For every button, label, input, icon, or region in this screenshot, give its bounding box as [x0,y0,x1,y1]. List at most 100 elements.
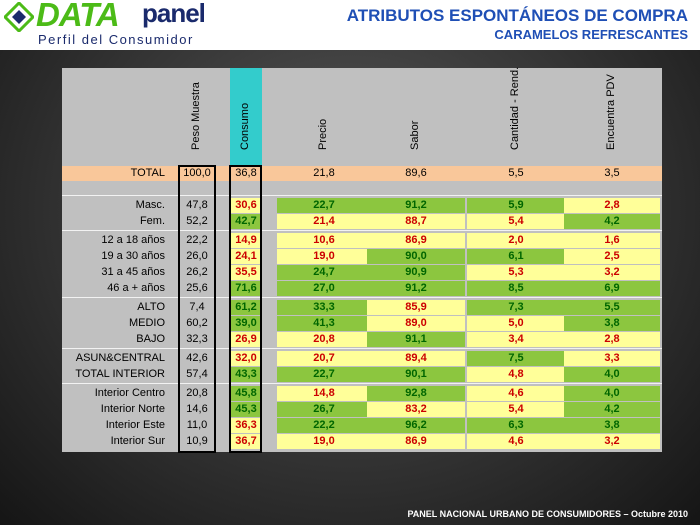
value-cell: 32,0 [230,351,262,366]
value-cell: 57,4 [186,368,208,380]
row-label: Interior Sur [110,435,165,447]
value-cell: 25,6 [186,282,208,294]
group-separator [62,195,662,196]
value-cell: 21,8 [313,167,335,179]
value-cell: 4,6 [467,434,565,449]
value-cell: 4,6 [467,386,565,401]
column-header-label: Precio [317,118,329,150]
row-label: ALTO [137,301,165,313]
value-cell: 96,2 [367,418,465,433]
table-row: ASUN&CENTRAL 42,6 32,0 20,7 89,4 7,5 3,3 [62,351,662,366]
table-row: Fem. 52,2 42,7 21,4 88,7 5,4 4,2 [62,214,662,229]
value-cell: 5,4 [467,402,565,417]
column-header-label: Peso Muestra [190,82,202,150]
value-cell: 10,6 [277,233,371,248]
header: DATA panel Perfil del Consumidor ATRIBUT… [0,0,700,50]
value-cell: 22,7 [277,367,371,382]
table-row: MEDIO 60,2 39,0 41,3 89,0 5,0 3,8 [62,316,662,331]
column-header-consumo: Consumo [230,68,262,166]
column-header-precio: Precio [277,68,371,166]
value-cell: 14,6 [186,403,208,415]
value-cell: 91,2 [367,281,465,296]
value-cell: 5,3 [467,265,565,280]
value-cell: 45,8 [230,386,262,401]
value-cell: 14,8 [277,386,371,401]
value-cell: 36,3 [230,418,262,433]
value-cell: 3,4 [467,332,565,347]
page-title: ATRIBUTOS ESPONTÁNEOS DE COMPRA [346,6,688,25]
value-cell: 21,4 [277,214,371,229]
logo-panel-text: panel [142,0,206,28]
column-header-label: Encuentra PDV [605,74,617,150]
column-header-sabor: Sabor [367,68,465,166]
value-cell: 4,0 [564,367,660,382]
column-header-label: Consumo [239,102,251,150]
row-label: Masc. [135,199,165,211]
value-cell: 41,3 [277,316,371,331]
value-cell: 4,2 [564,214,660,229]
group-separator [62,348,662,349]
table-row: 12 a 18 años 22,2 14,9 10,6 86,9 2,0 1,6 [62,233,662,248]
value-cell: 7,3 [467,300,565,315]
footer-text: PANEL NACIONAL URBANO DE CONSUMIDORES – … [407,509,688,519]
value-cell: 5,5 [508,167,524,179]
value-cell: 6,3 [467,418,565,433]
logo-icon [4,2,34,32]
value-cell: 5,9 [467,198,565,213]
group-separator [62,297,662,298]
value-cell: 90,9 [367,265,465,280]
value-cell: 91,2 [367,198,465,213]
group-separator [62,383,662,384]
table-row: 31 a 45 años 26,2 35,5 24,7 90,9 5,3 3,2 [62,265,662,280]
value-cell: 5,5 [564,300,660,315]
value-cell: 19,0 [277,249,371,264]
value-cell: 7,5 [467,351,565,366]
value-cell: 4,2 [564,402,660,417]
value-cell: 5,0 [467,316,565,331]
value-cell: 42,7 [230,214,262,229]
value-cell: 1,6 [564,233,660,248]
value-cell: 33,3 [277,300,371,315]
value-cell: 20,8 [186,387,208,399]
table-row: ALTO 7,4 61,2 33,3 85,9 7,3 5,5 [62,300,662,315]
value-cell: 39,0 [230,316,262,331]
value-cell: 45,3 [230,402,262,417]
value-cell: 91,1 [367,332,465,347]
value-cell: 83,2 [367,402,465,417]
value-cell: 5,4 [467,214,565,229]
row-label: TOTAL INTERIOR [75,368,165,380]
row-label: BAJO [136,333,165,345]
value-cell: 27,0 [277,281,371,296]
value-cell: 89,6 [405,167,427,179]
value-cell: 22,7 [277,198,371,213]
logo-data-text: DATA [36,0,120,33]
table-row: Interior Norte 14,6 45,3 26,7 83,2 5,4 4,2 [62,402,662,417]
group-separator [62,230,662,231]
value-cell: 85,9 [367,300,465,315]
value-cell: 3,2 [564,265,660,280]
value-cell: 22,2 [277,418,371,433]
value-cell: 43,3 [230,367,262,382]
table-row: 19 a 30 años 26,0 24,1 19,0 90,0 6,1 2,5 [62,249,662,264]
value-cell: 6,9 [564,281,660,296]
value-cell: 92,8 [367,386,465,401]
value-cell: 3,8 [564,418,660,433]
value-cell: 89,4 [367,351,465,366]
value-cell: 42,6 [186,352,208,364]
row-label: TOTAL [130,167,165,179]
value-cell: 2,8 [564,198,660,213]
value-cell: 60,2 [186,317,208,329]
row-label: Interior Norte [100,403,165,415]
value-cell: 90,0 [367,249,465,264]
column-header-peso-muestra: Peso Muestra [179,68,215,166]
row-label: Interior Centro [94,387,165,399]
table-row: BAJO 32,3 26,9 20,8 91,1 3,4 2,8 [62,332,662,347]
value-cell: 24,1 [230,249,262,264]
table-row: TOTAL INTERIOR 57,4 43,3 22,7 90,1 4,8 4,0 [62,367,662,382]
value-cell: 7,4 [189,301,205,313]
value-cell: 88,7 [367,214,465,229]
value-cell: 47,8 [186,199,208,211]
value-cell: 86,9 [367,233,465,248]
value-cell: 3,2 [564,434,660,449]
row-label: 31 a 45 años [101,266,165,278]
